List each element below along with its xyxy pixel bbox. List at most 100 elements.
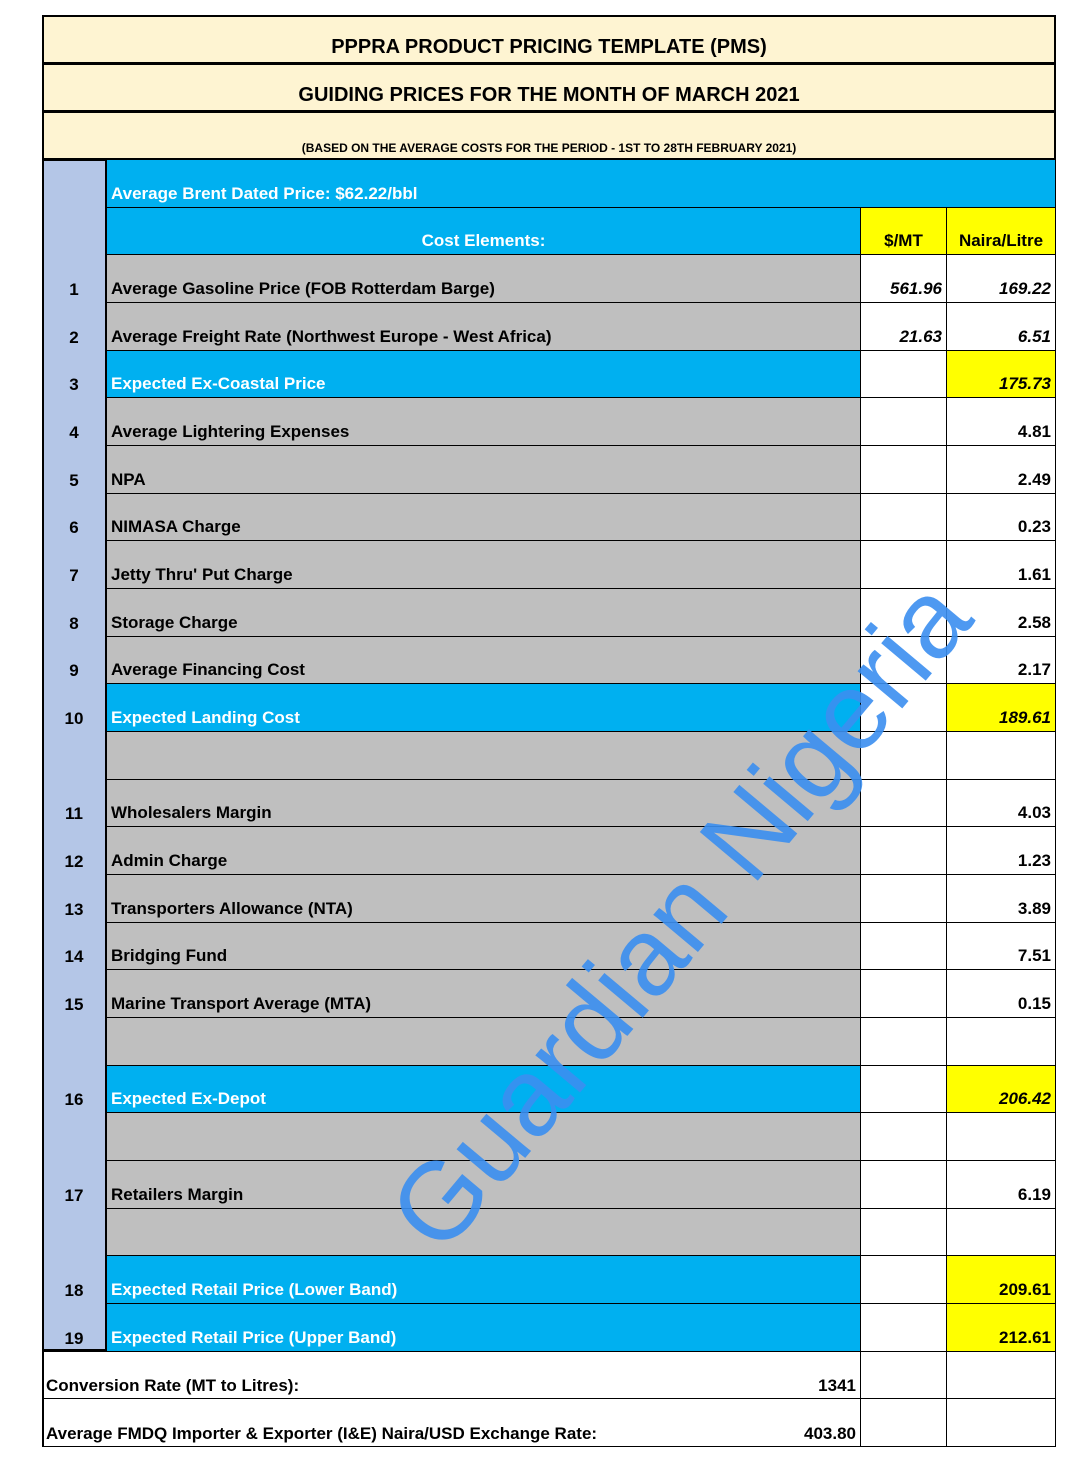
usd-per-mt: [860, 635, 947, 685]
footer-label: Conversion Rate (MT to Litres):: [46, 1376, 300, 1396]
blank-cell: [860, 1112, 947, 1162]
usd-per-mt: [860, 397, 947, 446]
row-number: 15: [64, 995, 84, 1015]
naira-per-litre: 4.03: [946, 778, 1056, 828]
row-item: Expected Retail Price (Lower Band): [106, 1255, 861, 1305]
naira-per-litre: 3.89: [946, 874, 1056, 923]
row-number: 1: [69, 279, 79, 299]
blank-cell: [860, 1350, 947, 1400]
usd-per-mt: [860, 492, 947, 542]
row-number: 10: [64, 709, 84, 729]
title: PPPRA PRODUCT PRICING TEMPLATE (PMS): [42, 15, 1056, 64]
row-number: 16: [64, 1090, 84, 1110]
usd-per-mt: [860, 1064, 947, 1114]
row-item: Expected Ex-Depot: [106, 1064, 861, 1114]
row-item: Marine Transport Average (MTA): [106, 969, 861, 1019]
naira-per-litre: 0.15: [946, 969, 1056, 1019]
footer-row: [42, 1398, 861, 1448]
row-item: Jetty Thru' Put Charge: [106, 540, 861, 590]
blank-cell: [860, 1207, 947, 1257]
row-item: Average Financing Cost: [106, 635, 861, 685]
row-number: 17: [64, 1185, 84, 1205]
row-item: Bridging Fund: [106, 921, 861, 971]
row-number: 6: [69, 518, 79, 538]
column-header: Cost Elements:: [106, 206, 861, 256]
blank-row: [106, 731, 861, 780]
row-item: Storage Charge: [106, 588, 861, 637]
usd-per-mt: [860, 1303, 947, 1352]
row-number: 12: [64, 852, 84, 872]
usd-per-mt: [860, 1160, 947, 1209]
naira-per-litre: 7.51: [946, 921, 1056, 971]
naira-per-litre: 175.73: [946, 349, 1056, 399]
footer-label: Average FMDQ Importer & Exporter (I&E) N…: [46, 1424, 598, 1444]
row-item: Average Gasoline Price (FOB Rotterdam Ba…: [106, 254, 861, 303]
row-item: NIMASA Charge: [106, 492, 861, 542]
blank-cell: [946, 1112, 1056, 1162]
footer-row: [42, 1350, 861, 1400]
usd-per-mt: [860, 683, 947, 733]
blank-cell: [860, 1398, 947, 1448]
usd-per-mt: [860, 826, 947, 876]
number-column: [42, 159, 107, 1351]
usd-per-mt: [860, 778, 947, 828]
row-number: 13: [64, 899, 84, 919]
naira-per-litre: 169.22: [946, 254, 1056, 303]
usd-per-mt: [860, 349, 947, 399]
naira-per-litre: 6.19: [946, 1160, 1056, 1209]
naira-per-litre: 4.81: [946, 397, 1056, 446]
blank-row: [106, 1017, 861, 1066]
row-number: 4: [69, 423, 79, 442]
naira-per-litre: 212.61: [946, 1303, 1056, 1352]
naira-per-litre: 6.51: [946, 302, 1056, 351]
naira-per-litre: 0.23: [946, 492, 1056, 542]
row-number: 5: [69, 470, 79, 490]
row-item: Admin Charge: [106, 826, 861, 876]
row-number: 9: [69, 661, 79, 681]
row-number: 2: [69, 327, 79, 347]
blank-cell: [946, 731, 1056, 780]
blank-cell: [860, 731, 947, 780]
row-item: Expected Retail Price (Upper Band): [106, 1303, 861, 1352]
row-number: 14: [64, 947, 84, 967]
basis: (BASED ON THE AVERAGE COSTS FOR THE PERI…: [42, 111, 1056, 160]
naira-per-litre: 2.49: [946, 445, 1056, 494]
row-item: NPA: [106, 445, 861, 494]
row-number: 18: [64, 1281, 84, 1301]
usd-per-mt: 561.96: [860, 254, 947, 303]
usd-per-mt: 21.63: [860, 302, 947, 351]
usd-per-mt: [860, 588, 947, 637]
usd-per-mt: [860, 445, 947, 494]
blank-row: [106, 1207, 861, 1257]
row-number: 3: [69, 375, 79, 395]
usd-per-mt: [860, 1255, 947, 1305]
footer-value: 1341: [818, 1376, 856, 1396]
row-number: 11: [65, 804, 83, 824]
subtitle: GUIDING PRICES FOR THE MONTH OF MARCH 20…: [42, 63, 1056, 112]
naira-per-litre: 1.61: [946, 540, 1056, 590]
naira-per-litre: 189.61: [946, 683, 1056, 733]
usd-per-mt: [860, 921, 947, 971]
row-item: Expected Ex-Coastal Price: [106, 349, 861, 399]
row-item: Average Lightering Expenses: [106, 397, 861, 446]
naira-per-litre: 2.17: [946, 635, 1056, 685]
naira-per-litre: 209.61: [946, 1255, 1056, 1305]
row-item: Wholesalers Margin: [106, 778, 861, 828]
brent-price: Average Brent Dated Price: $62.22/bbl: [106, 159, 1056, 208]
row-number: 19: [64, 1328, 84, 1348]
usd-per-mt: [860, 540, 947, 590]
row-item: Average Freight Rate (Northwest Europe -…: [106, 302, 861, 351]
row-item: Retailers Margin: [106, 1160, 861, 1209]
blank-cell: [946, 1398, 1056, 1448]
blank-cell: [860, 1017, 947, 1066]
blank-cell: [946, 1207, 1056, 1257]
usd-per-mt: [860, 874, 947, 923]
row-item: Transporters Allowance (NTA): [106, 874, 861, 923]
naira-per-litre: 206.42: [946, 1064, 1056, 1114]
column-header: $/MT: [860, 206, 947, 256]
blank-cell: [946, 1350, 1056, 1400]
naira-per-litre: 1.23: [946, 826, 1056, 876]
usd-per-mt: [860, 969, 947, 1019]
blank-cell: [946, 1017, 1056, 1066]
